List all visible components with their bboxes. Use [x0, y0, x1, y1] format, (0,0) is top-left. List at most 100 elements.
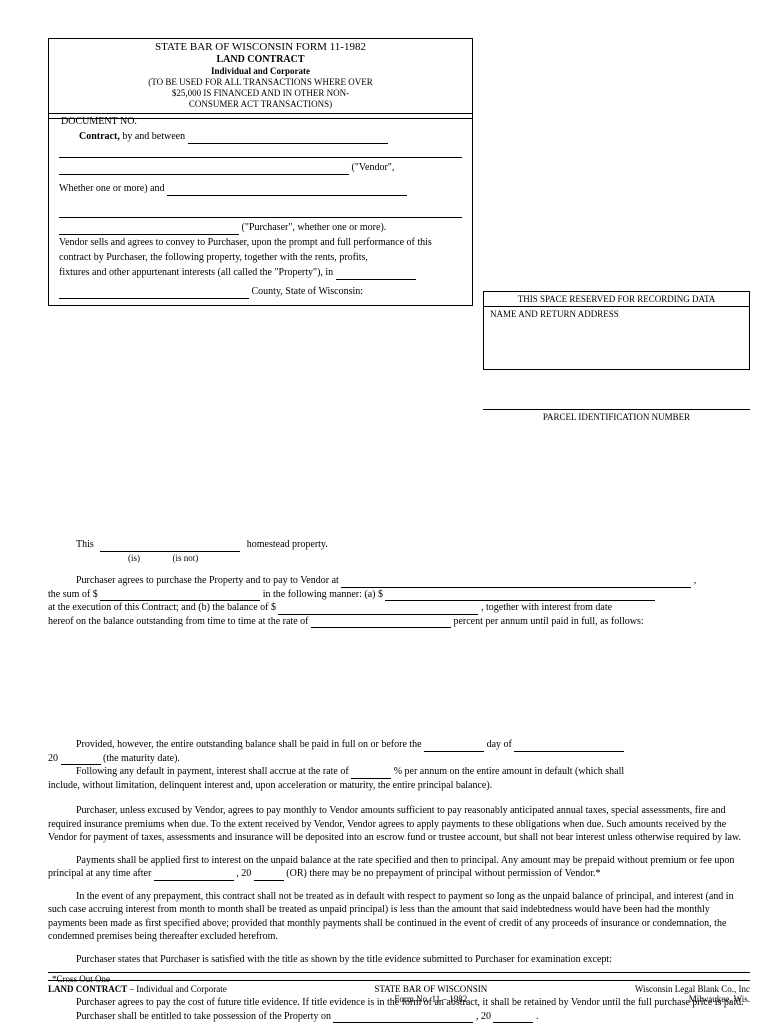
para-possession: Purchaser shall be entitled to take poss… [48, 1010, 750, 1024]
rate-blank[interactable] [311, 616, 451, 628]
provided: Provided, however, the entire outstandin… [76, 739, 422, 750]
para-prepay: In the event of any prepayment, this con… [48, 890, 750, 944]
following-manner: in the following manner: (a) $ [263, 589, 383, 600]
footer-center1: STATE BAR OF WISCONSIN [374, 984, 487, 994]
by-between: by and between [120, 131, 185, 142]
prepay-year-blank[interactable] [254, 869, 284, 881]
following-default: Following any default in payment, intere… [76, 766, 349, 777]
form-paren3: CONSUMER ACT TRANSACTIONS) [55, 99, 466, 110]
para-payments: Payments shall be applied first to inter… [48, 854, 750, 881]
day-blank[interactable] [424, 740, 484, 752]
footer-left-rest: – Individual and Corporate [127, 984, 226, 994]
amount-a-blank[interactable] [385, 589, 655, 601]
purchase-line-3: at the execution of this Contract; and (… [48, 601, 750, 615]
default-line-1: Following any default in payment, intere… [48, 765, 750, 779]
homestead-line: This homestead property. (is) (is not) [48, 538, 750, 565]
day-of: day of [487, 739, 512, 750]
homestead-suffix: homestead property. [247, 539, 328, 550]
body-para-1: Vendor sells and agrees to convey to Pur… [59, 235, 462, 265]
is-not-label: (is not) [173, 553, 199, 563]
default-rate-blank[interactable] [351, 767, 391, 779]
footer: LAND CONTRACT – Individual and Corporate… [48, 980, 750, 1004]
doc-no-label: DOCUMENT NO. [53, 116, 137, 127]
whether-label: Whether one or more) and [59, 183, 165, 194]
parcel-label: PARCEL IDENTIFICATION NUMBER [483, 412, 750, 422]
provided-line-2: 20 (the maturity date). [48, 752, 750, 766]
payments-c: (OR) there may be no prepayment of princ… [286, 868, 600, 879]
vendor-blank-2[interactable] [59, 144, 462, 158]
execution: at the execution of this Contract; and (… [48, 602, 276, 613]
purchaser-suffix: ("Purchaser", whether one or more). [242, 222, 387, 233]
main-text: This homestead property. (is) (is not) P… [48, 538, 750, 1023]
is-label: (is) [128, 553, 140, 563]
footer-center: STATE BAR OF WISCONSIN Form No. 11 – 198… [374, 984, 487, 1004]
payments-b: , 20 [236, 868, 251, 879]
provided-line-1: Provided, however, the entire outstandin… [48, 738, 750, 752]
purchase-line-1: Purchaser agrees to purchase the Propert… [48, 574, 750, 588]
footer-left-bold: LAND CONTRACT [48, 984, 127, 994]
spacer-1 [48, 628, 750, 738]
vendor-blank-3[interactable] [59, 163, 349, 175]
percent-default: % per annum on the entire amount in defa… [394, 766, 625, 777]
vendor-line: ("Vendor", [59, 160, 462, 175]
provided-block: Provided, however, the entire outstandin… [48, 738, 750, 792]
balance-blank[interactable] [278, 603, 478, 615]
footer-right2: Milwaukee, Wis. [635, 994, 750, 1004]
form-subtitle: Individual and Corporate [55, 66, 466, 77]
header-box: STATE BAR OF WISCONSIN FORM 11-1982 LAND… [48, 38, 473, 119]
parcel-area: PARCEL IDENTIFICATION NUMBER [483, 398, 750, 422]
contract-body: Contract, by and between ("Vendor", Whet… [48, 119, 473, 306]
footer-right1: Wisconsin Legal Blank Co., Inc [635, 984, 750, 994]
county-blank[interactable] [59, 287, 249, 299]
para-title-sat: Purchaser states that Purchaser is satis… [48, 953, 750, 967]
recording-header: THIS SPACE RESERVED FOR RECORDING DATA [484, 292, 749, 306]
para-taxes: Purchaser, unless excused by Vendor, agr… [48, 804, 750, 845]
include-line: include, without limitation, delinquent … [48, 779, 750, 793]
prepay-date-blank[interactable] [154, 869, 234, 881]
county-blank-inline[interactable] [336, 268, 416, 280]
body-para-2: fixtures and other appurtenant interests… [59, 265, 462, 280]
whether-line: Whether one or more) and [59, 181, 462, 196]
year-prefix: 20 [48, 753, 58, 764]
vendor-address-blank[interactable] [341, 576, 691, 588]
year-blank[interactable] [61, 753, 101, 765]
doc-no-row: DOCUMENT NO. [49, 113, 472, 118]
purchase-block: Purchaser agrees to purchase the Propert… [48, 574, 750, 628]
this-label: This [76, 539, 94, 550]
county-line: County, State of Wisconsin: [59, 284, 462, 299]
form-paren2: $25,000 IS FINANCED AND IN OTHER NON- [55, 88, 466, 99]
page-container: STATE BAR OF WISCONSIN FORM 11-1982 LAND… [48, 38, 750, 1004]
footer-center2: Form No. 11 – 1982 [374, 994, 487, 1004]
purchase-line-4: hereof on the balance outstanding from t… [48, 615, 750, 629]
possession-year-blank[interactable] [493, 1011, 533, 1023]
parcel-blank[interactable] [483, 398, 750, 410]
form-title: LAND CONTRACT [55, 54, 466, 66]
purchaser-blank-1[interactable] [167, 184, 407, 196]
maturity: (the maturity date). [103, 753, 180, 764]
purchaser-blank-3[interactable] [59, 223, 239, 235]
month-blank[interactable] [514, 740, 624, 752]
together-with: , together with interest from date [481, 602, 612, 613]
possession-a: Purchaser shall be entitled to take poss… [76, 1011, 331, 1022]
purchaser-blank-2[interactable] [59, 204, 462, 218]
vendor-blank-1[interactable] [188, 132, 388, 144]
possession-date-blank[interactable] [333, 1011, 473, 1023]
contract-opener-line: Contract, by and between [59, 129, 462, 144]
sum-blank[interactable] [100, 589, 260, 601]
purchaser-line: ("Purchaser", whether one or more). [59, 220, 462, 235]
footer-right: Wisconsin Legal Blank Co., Inc Milwaukee… [635, 984, 750, 1004]
county-suffix: County, State of Wisconsin: [252, 286, 364, 297]
percent-annum: percent per annum until paid in full, as… [453, 616, 643, 627]
homestead-blank[interactable] [100, 540, 240, 552]
vendor-suffix: ("Vendor", [352, 162, 395, 173]
header-top: STATE BAR OF WISCONSIN FORM 11-1982 LAND… [49, 39, 472, 113]
hereof: hereof on the balance outstanding from t… [48, 616, 308, 627]
sum-of: the sum of $ [48, 589, 98, 600]
footer-left: LAND CONTRACT – Individual and Corporate [48, 984, 227, 1004]
form-line: STATE BAR OF WISCONSIN FORM 11-1982 [55, 41, 466, 54]
name-return-address: NAME AND RETURN ADDRESS [484, 306, 749, 369]
purchase-line-2: the sum of $ in the following manner: (a… [48, 588, 750, 602]
form-paren1: (TO BE USED FOR ALL TRANSACTIONS WHERE O… [55, 77, 466, 88]
possession-b: , 20 [476, 1011, 491, 1022]
purchase1: Purchaser agrees to purchase the Propert… [76, 575, 339, 586]
